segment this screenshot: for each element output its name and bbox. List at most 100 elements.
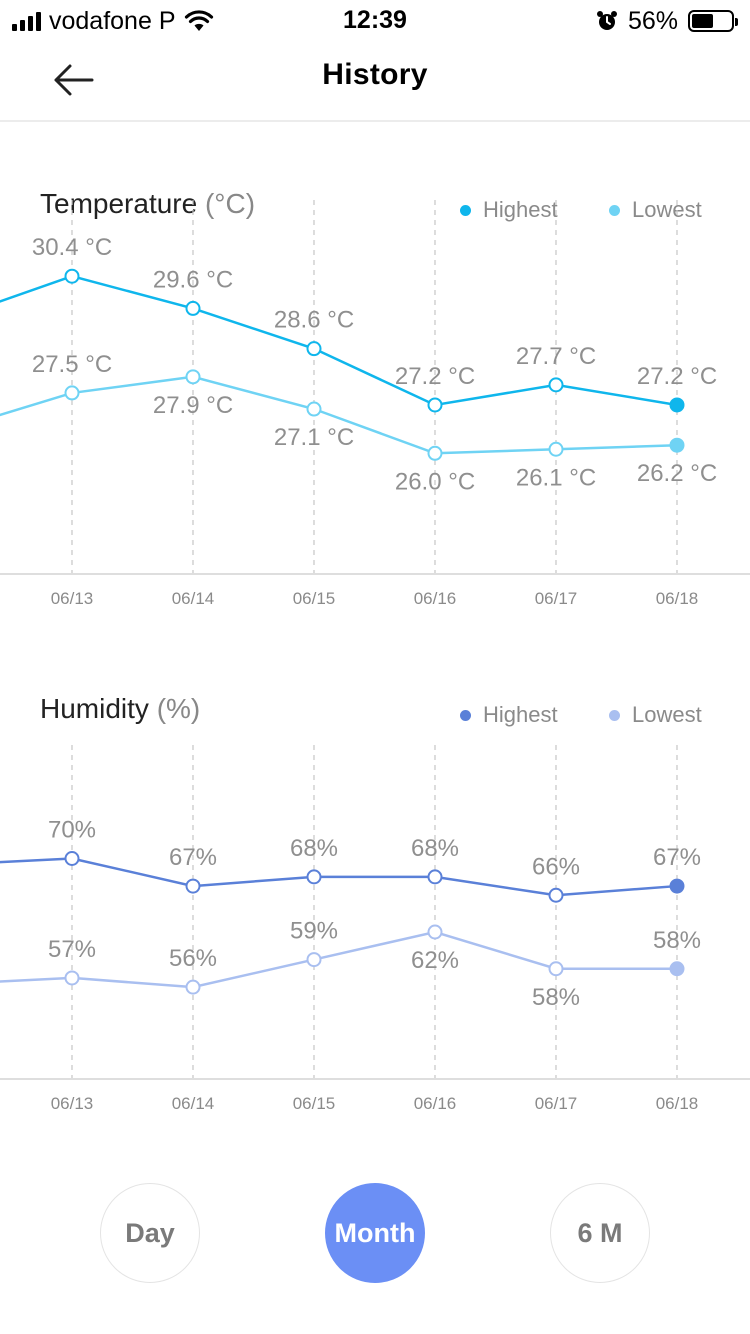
legend-label: Lowest [632,702,702,727]
temperature-unit: (°C) [204,188,256,219]
x-tick-label: 06/16 [414,589,457,608]
data-label: 58% [653,927,701,954]
alarm-icon [596,11,617,30]
data-label: 28.6 °C [274,307,354,334]
data-label: 66% [532,853,580,880]
signal-icon [12,11,41,31]
data-point [548,887,564,903]
humidity-legend-lowest: Lowest [609,702,702,728]
data-point [669,397,685,413]
data-point [306,401,322,417]
data-point [185,878,201,894]
data-point [427,869,443,885]
navigation-bar: History [0,40,750,122]
battery-percentage: 56% [627,6,678,35]
humidity-legend-highest: Highest [460,702,558,728]
battery-icon [688,10,738,32]
data-point [548,377,564,393]
legend-dot-icon [460,204,471,216]
data-label: 30.4 °C [32,234,112,261]
legend-label: Highest [483,702,558,727]
x-tick-label: 06/15 [293,1094,336,1113]
temperature-chart-section: Temperature (°C) Highest Lowest 06/13 06/… [0,160,750,620]
x-tick-label: 06/16 [414,1094,457,1113]
data-point [64,385,80,401]
legend-label: Highest [483,197,558,222]
series-line-lowest [0,930,677,989]
status-time: 12:39 [343,6,407,34]
data-label: 58% [532,984,580,1011]
data-point [185,300,201,316]
month-range-button[interactable]: Month [325,1183,425,1283]
x-tick-label: 06/13 [51,1094,94,1113]
data-label: 27.2 °C [637,363,717,390]
data-label: 68% [290,835,338,862]
data-point [64,970,80,986]
humidity-line-chart: 06/13 06/14 06/15 06/16 06/17 06/18 70% 67% 68% 6… [0,745,750,1113]
carrier-name: vodafone P [49,6,176,35]
data-point [669,961,685,977]
back-arrow-icon[interactable] [46,58,100,102]
six-month-range-button[interactable]: 6 M [550,1183,650,1283]
data-point [306,341,322,357]
data-label: 26.1 °C [516,464,596,491]
temperature-legend-highest: Highest [460,197,558,223]
data-label: 27.5 °C [32,351,112,378]
temperature-line-chart: 06/13 06/14 06/15 06/16 06/17 06/18 30.4 °C 29.… [0,200,750,608]
data-label: 27.9 °C [153,392,233,419]
status-right: 56% [596,6,738,36]
data-point [548,961,564,977]
data-point [185,369,201,385]
legend-dot-icon [609,204,620,216]
x-tick-label: 06/18 [656,1094,699,1113]
data-label: 27.2 °C [395,363,475,390]
data-label: 59% [290,918,338,945]
temperature-legend-lowest: Lowest [609,197,702,223]
x-tick-label: 06/15 [293,589,336,608]
legend-dot-icon [460,709,471,721]
legend-dot-icon [609,709,620,721]
x-tick-label: 06/14 [172,589,215,608]
data-label: 56% [169,945,217,972]
data-label: 68% [411,835,459,862]
status-left: vodafone P [12,6,214,36]
data-point [548,441,564,457]
data-label: 67% [169,844,217,871]
data-point [669,437,685,453]
data-label: 29.6 °C [153,266,233,293]
x-tick-label: 06/17 [535,589,578,608]
data-point [306,952,322,968]
wifi-icon [184,10,213,31]
humidity-chart-title: Humidity (%) [40,693,200,725]
x-tick-label: 06/13 [51,589,94,608]
humidity-title-text: Humidity [40,693,149,724]
data-label: 27.7 °C [516,343,596,370]
data-label: 57% [48,936,96,963]
data-point [185,979,201,995]
data-point [427,924,443,940]
humidity-unit: (%) [156,693,201,724]
day-range-button[interactable]: Day [100,1183,200,1283]
x-tick-label: 06/17 [535,1094,578,1113]
data-point [669,878,685,894]
x-tick-label: 06/14 [172,1094,215,1113]
temperature-title-text: Temperature [40,188,198,219]
data-label: 67% [653,844,701,871]
data-label: 27.1 °C [274,424,354,451]
temperature-chart-title: Temperature (°C) [40,188,255,220]
data-point [306,869,322,885]
series-line-highest [0,274,678,407]
data-label: 70% [48,817,96,844]
data-label: 62% [411,947,459,974]
data-point [427,397,443,413]
status-bar: vodafone P 12:39 56% [0,0,750,40]
data-point [64,268,80,284]
data-point [64,851,80,866]
humidity-chart-section: Humidity (%) Highest Lowest 06/13 06/14 06… [0,665,750,1125]
data-point [427,445,443,461]
page-title: History [322,58,428,91]
data-label: 26.2 °C [637,460,717,487]
legend-label: Lowest [632,197,702,222]
data-label: 26.0 °C [395,468,475,495]
x-tick-label: 06/18 [656,589,699,608]
